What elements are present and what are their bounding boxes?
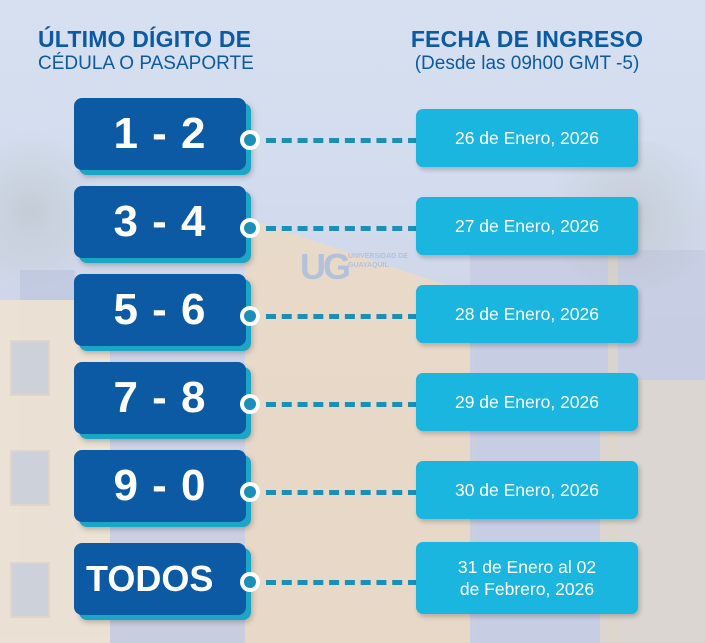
date-badge-todos-line2: de Febrero, 2026 bbox=[459, 579, 595, 599]
date-badge-3-4: 27 de Enero, 2026 bbox=[416, 197, 638, 255]
header-digit-title: ÚLTIMO DÍGITO DE bbox=[38, 26, 252, 52]
connector-dot-icon bbox=[240, 306, 260, 326]
connector-dot-icon bbox=[240, 218, 260, 238]
connector-dashed-line bbox=[266, 138, 418, 143]
connector-dot-icon bbox=[240, 394, 260, 414]
connector-dashed-line bbox=[266, 490, 418, 495]
date-badge-7-8: 29 de Enero, 2026 bbox=[416, 373, 638, 431]
digit-badge-7-8: 7 - 8 bbox=[74, 362, 246, 434]
digit-badge-5-6: 5 - 6 bbox=[74, 274, 246, 346]
digit-badge-1-2: 1 - 2 bbox=[74, 98, 246, 170]
connector-dashed-line bbox=[266, 580, 418, 585]
background-window bbox=[10, 340, 50, 396]
header-digit-column: ÚLTIMO DÍGITO DE CÉDULA O PASAPORTE bbox=[38, 26, 254, 75]
digit-badge-3-4: 3 - 4 bbox=[74, 186, 246, 258]
background-palm-trunk bbox=[608, 240, 618, 643]
connector-dot-icon bbox=[240, 482, 260, 502]
header-date-title: FECHA DE INGRESO bbox=[410, 26, 644, 52]
date-badge-5-6: 28 de Enero, 2026 bbox=[416, 285, 638, 343]
connector-dashed-line bbox=[266, 314, 418, 319]
date-badge-9-0: 30 de Enero, 2026 bbox=[416, 461, 638, 519]
digit-badge-9-0: 9 - 0 bbox=[74, 450, 246, 522]
background-window bbox=[10, 562, 50, 618]
header-digit-subtitle: CÉDULA O PASAPORTE bbox=[38, 53, 254, 74]
connector-dashed-line bbox=[266, 226, 418, 231]
digit-badge-todos: TODOS bbox=[74, 543, 246, 615]
connector-dot-icon bbox=[240, 572, 260, 592]
university-logo: UG bbox=[300, 246, 351, 287]
date-badge-1-2: 26 de Enero, 2026 bbox=[416, 109, 638, 167]
header-date-subtitle: (Desde las 09h00 GMT -5) bbox=[414, 53, 640, 74]
background-window bbox=[10, 450, 50, 506]
header-date-column: FECHA DE INGRESO (Desde las 09h00 GMT -5… bbox=[388, 26, 666, 75]
university-logo-text: UNIVERSIDAD DE GUAYAQUIL bbox=[348, 253, 408, 269]
connector-dashed-line bbox=[266, 402, 418, 407]
date-badge-todos-line1: 31 de Enero al 02 bbox=[457, 557, 597, 577]
connector-dot-icon bbox=[240, 130, 260, 150]
date-badge-todos: 31 de Enero al 02 de Febrero, 2026 bbox=[416, 542, 638, 614]
